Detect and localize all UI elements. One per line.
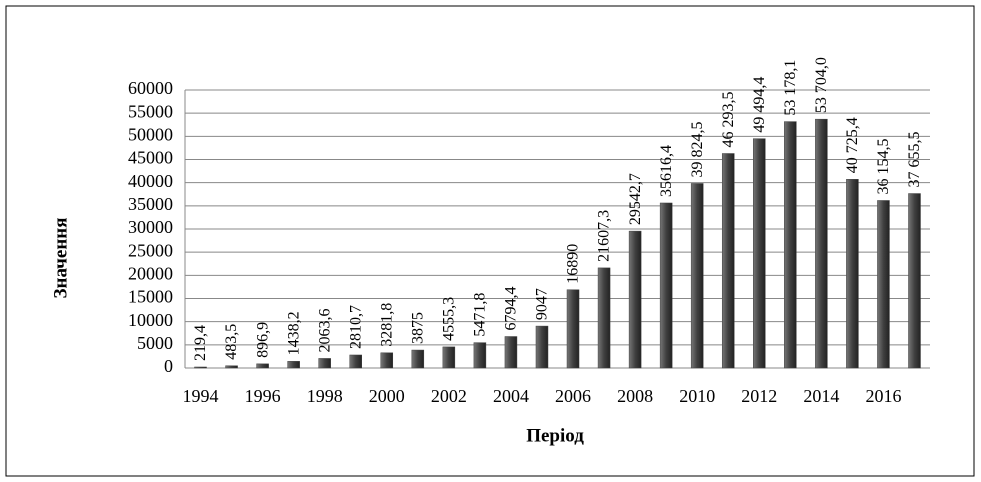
value-label: 53 704,0 (813, 57, 830, 113)
value-label: 2063,6 (316, 308, 333, 352)
value-label: 4555,3 (441, 297, 458, 341)
x-tick-label: 2016 (865, 386, 901, 406)
value-label: 29542,7 (627, 173, 644, 225)
value-label: 1438,2 (285, 311, 302, 355)
value-label: 483,5 (223, 324, 240, 360)
value-label: 49 494,4 (751, 77, 768, 133)
value-label: 219,4 (192, 325, 209, 361)
value-label: 36 154,5 (875, 138, 892, 194)
value-label: 40 725,4 (844, 117, 861, 173)
y-tick-label: 0 (164, 356, 173, 376)
bar (287, 361, 300, 369)
value-label: 896,9 (254, 322, 271, 358)
bar (473, 342, 487, 369)
bar (256, 363, 269, 369)
y-tick-label: 10000 (128, 310, 173, 330)
bar (535, 325, 549, 369)
x-tick-label: 1998 (307, 386, 343, 406)
value-label: 16890 (565, 244, 582, 284)
y-tick-label: 20000 (128, 263, 173, 283)
bar (411, 349, 425, 369)
y-tick-label: 45000 (128, 148, 173, 168)
value-label: 46 293,5 (720, 92, 737, 148)
value-label: 39 824,5 (689, 121, 706, 177)
x-tick-label: 1994 (183, 386, 219, 406)
value-label: 2810,7 (347, 305, 364, 349)
y-tick-label: 50000 (128, 124, 173, 144)
bar (815, 118, 828, 369)
value-label: 3281,8 (378, 303, 395, 347)
x-tick-label: 2012 (741, 386, 777, 406)
y-tick-label: 60000 (128, 78, 173, 98)
y-tick-label: 55000 (128, 101, 173, 121)
x-tick-label: 2014 (803, 386, 839, 406)
x-tick-label: 2006 (555, 386, 591, 406)
x-tick-label: 2000 (369, 386, 405, 406)
bar (318, 358, 331, 369)
value-label: 53 178,1 (782, 60, 799, 116)
value-label: 21607,3 (596, 210, 613, 262)
x-axis-title: Період (526, 425, 584, 446)
y-tick-label: 40000 (128, 171, 173, 191)
bar (690, 183, 704, 369)
bar (504, 336, 518, 369)
x-tick-label: 1996 (245, 386, 281, 406)
bar (659, 202, 673, 369)
bar (846, 179, 859, 369)
bar (877, 200, 890, 369)
y-tick-label: 35000 (128, 194, 173, 214)
y-tick-label: 30000 (128, 217, 173, 237)
value-label: 37 655,5 (906, 132, 923, 188)
y-axis-title: Значення (50, 217, 71, 298)
value-label: 6794,4 (503, 287, 520, 331)
bar (349, 354, 362, 369)
bar (225, 365, 238, 369)
bar (784, 121, 797, 369)
bar (721, 153, 735, 369)
value-label: 9047 (534, 288, 551, 320)
y-tick-label: 5000 (137, 333, 173, 353)
value-label: 3875 (409, 312, 426, 344)
x-tick-label: 2002 (431, 386, 467, 406)
x-tick-label: 2008 (617, 386, 653, 406)
bar (597, 267, 611, 369)
x-tick-label: 2004 (493, 386, 529, 406)
x-tick-label: 2010 (679, 386, 715, 406)
bar (628, 230, 642, 369)
y-tick-label: 25000 (128, 240, 173, 260)
bar (442, 346, 456, 369)
frame (5, 5, 975, 477)
value-label: 5471,8 (472, 293, 489, 337)
bar (566, 289, 580, 369)
value-label: 35616,4 (658, 145, 675, 197)
bar (194, 366, 207, 369)
bar (380, 352, 394, 369)
bar (908, 193, 921, 369)
y-tick-label: 15000 (128, 287, 173, 307)
bar (753, 138, 766, 369)
